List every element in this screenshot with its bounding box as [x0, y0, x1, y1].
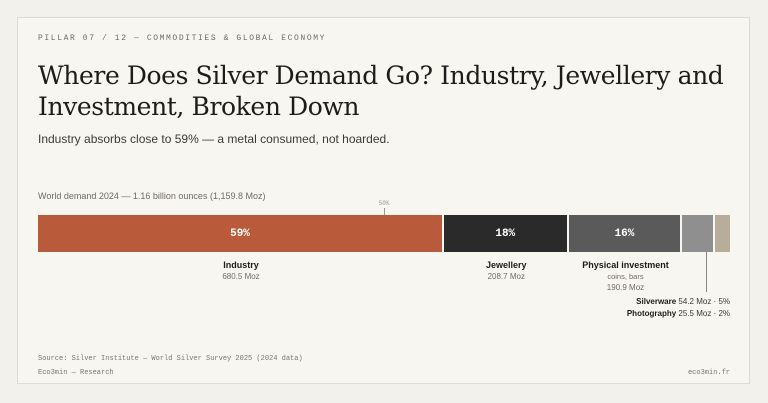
category-label-industry: Industry 680.5 Moz: [222, 260, 259, 281]
category-value: 54.2 Moz · 5%: [678, 297, 730, 306]
fifty-percent-marker-label: 50%: [378, 200, 390, 207]
category-name: Physical investment: [582, 260, 669, 270]
bar-segment-silverware: [682, 215, 715, 252]
small-segments-leader-line: [706, 252, 707, 292]
site-link[interactable]: eco3min.fr: [687, 369, 730, 377]
category-name: Photography: [626, 309, 677, 318]
category-label-photography: Photography 25.5 Moz · 2%: [627, 309, 730, 318]
category-name: Silverware: [636, 297, 677, 306]
stacked-bar: 59% 18% 16%: [38, 215, 730, 252]
bar-caption: World demand 2024 — 1.16 billion ounces …: [38, 191, 266, 201]
bar-segment-photography: [714, 215, 730, 252]
chart-card: [17, 17, 750, 384]
category-note: coins, bars: [607, 272, 644, 281]
category-value: 208.7 Moz: [487, 272, 525, 281]
fifty-percent-marker-line: [384, 208, 385, 216]
segment-percent-label: 59%: [230, 227, 250, 240]
category-value: 190.9 Moz: [606, 283, 645, 292]
bar-segment-industry: 59%: [38, 215, 445, 252]
category-label-physical-investment: Physical investment coins, bars 190.9 Mo…: [582, 260, 669, 292]
category-name: Industry: [223, 260, 259, 270]
page-subtitle: Industry absorbs close to 59% — a metal …: [38, 132, 390, 146]
category-name: Jewellery: [486, 260, 527, 270]
brand-note: Eco3min — Research: [38, 369, 114, 377]
bar-segment-jewellery: 18%: [444, 215, 569, 252]
source-note: Source: Silver Institute — World Silver …: [38, 355, 303, 363]
segment-percent-label: 16%: [614, 227, 635, 240]
category-label-silverware: Silverware 54.2 Moz · 5%: [636, 297, 730, 306]
segment-percent-label: 18%: [495, 227, 516, 240]
category-value: 25.5 Moz · 2%: [678, 309, 730, 318]
bar-segment-physical-investment: 16%: [568, 215, 683, 252]
page-title: Where Does Silver Demand Go? Industry, J…: [38, 61, 724, 121]
category-label-jewellery: Jewellery 208.7 Moz: [486, 260, 527, 281]
eyebrow-label: PILLAR 07 / 12 — COMMODITIES & GLOBAL EC…: [38, 34, 327, 43]
category-value: 680.5 Moz: [222, 272, 260, 281]
